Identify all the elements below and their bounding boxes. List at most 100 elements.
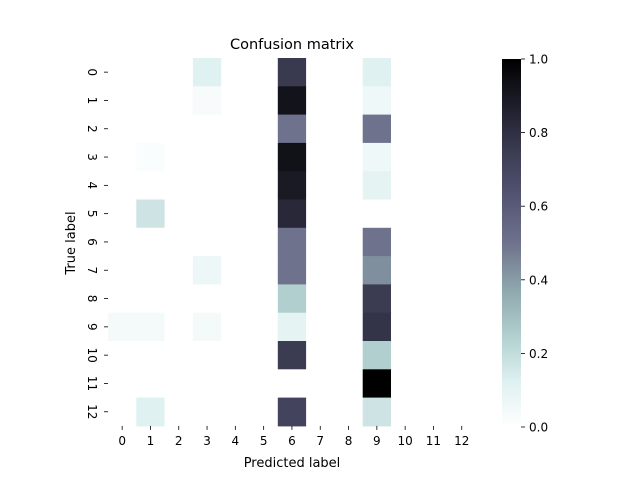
- heatmap-cell: [362, 284, 392, 314]
- heatmap-cell: [334, 369, 364, 399]
- heatmap-cell: [419, 256, 449, 285]
- heatmap-cell: [164, 397, 194, 427]
- heatmap-cell: [192, 256, 222, 285]
- y-tick-label: 4: [85, 182, 99, 190]
- heatmap-cell: [164, 199, 194, 229]
- y-axis-label: True label: [64, 211, 79, 275]
- heatmap-cell: [164, 284, 194, 314]
- colorbar-tick-label: 0.2: [529, 347, 548, 361]
- heatmap-cell: [334, 171, 364, 200]
- heatmap-cell: [221, 312, 250, 342]
- heatmap-cell: [419, 312, 449, 342]
- heatmap-cell: [419, 114, 449, 144]
- heatmap-cell: [108, 256, 137, 285]
- heatmap-cell: [164, 256, 194, 285]
- heatmap-cell: [306, 171, 335, 200]
- heatmap-cell: [447, 142, 477, 172]
- heatmap-cell: [136, 227, 166, 257]
- heatmap-cell: [192, 227, 222, 257]
- y-tick-label: 9: [85, 323, 99, 331]
- heatmap-cell: [192, 369, 222, 399]
- heatmap-cell: [306, 369, 335, 399]
- heatmap-cell: [192, 114, 222, 144]
- heatmap-cell: [447, 341, 477, 370]
- heatmap-cell: [277, 397, 307, 427]
- heatmap-cell: [192, 341, 222, 370]
- heatmap-cell: [108, 341, 137, 370]
- heatmap-cell: [192, 86, 222, 116]
- y-tick-label: 12: [85, 404, 99, 419]
- heatmap-cell: [108, 284, 137, 314]
- heatmap-cell: [391, 58, 420, 87]
- heatmap-cell: [447, 58, 477, 87]
- colorbar-tick-label: 0.4: [529, 273, 548, 287]
- heatmap-cell: [306, 58, 335, 87]
- heatmap-cell: [108, 397, 137, 427]
- heatmap-cell: [334, 284, 364, 314]
- heatmap-cell: [306, 86, 335, 116]
- heatmap-cell: [334, 58, 364, 87]
- heatmap-cell: [164, 114, 194, 144]
- heatmap-cell: [136, 256, 166, 285]
- heatmap-cell: [447, 397, 477, 427]
- heatmap-cell: [277, 58, 307, 87]
- heatmap-cell: [221, 199, 250, 229]
- heatmap-cell: [362, 312, 392, 342]
- heatmap-cell: [362, 58, 392, 87]
- heatmap-cell: [221, 171, 250, 200]
- heatmap-cell: [192, 397, 222, 427]
- heatmap-cell: [108, 369, 137, 399]
- heatmap-cell: [221, 114, 250, 144]
- y-tick-label: 1: [85, 97, 99, 105]
- x-tick-label: 6: [288, 434, 296, 448]
- x-tick-label: 11: [426, 434, 441, 448]
- colorbar-tick-label: 1.0: [529, 53, 548, 67]
- heatmap-cell: [249, 397, 279, 427]
- heatmap-cell: [447, 312, 477, 342]
- heatmap-cell: [362, 86, 392, 116]
- chart-title: Confusion matrix: [230, 37, 354, 53]
- x-axis-ticks: 0 1 2 3 4 5 6 7 8 9 10 11 12: [118, 425, 469, 448]
- heatmap-cell: [277, 369, 307, 399]
- heatmap-cell: [221, 142, 250, 172]
- heatmap-cell: [108, 114, 137, 144]
- heatmap-cell: [221, 284, 250, 314]
- heatmap-cell: [136, 397, 166, 427]
- colorbar-ticks: 0.0 0.2 0.4 0.6 0.8 1.0: [521, 53, 548, 435]
- y-tick-label: 7: [85, 266, 99, 274]
- heatmap-cell: [391, 171, 420, 200]
- heatmap-cell: [362, 397, 392, 427]
- heatmap-cell: [447, 284, 477, 314]
- x-tick-label: 3: [203, 434, 211, 448]
- heatmap-cell: [306, 142, 335, 172]
- heatmap-cell: [164, 142, 194, 172]
- heatmap-cell: [136, 171, 166, 200]
- heatmap-cell: [334, 227, 364, 257]
- x-tick-label: 4: [232, 434, 240, 448]
- heatmap-cell: [221, 369, 250, 399]
- heatmap-cell: [249, 227, 279, 257]
- x-axis-label: Predicted label: [244, 456, 341, 471]
- heatmap-cell: [136, 199, 166, 229]
- heatmap-cell: [419, 86, 449, 116]
- heatmap-cells: [108, 58, 477, 427]
- heatmap-cell: [136, 86, 166, 116]
- heatmap-cell: [192, 171, 222, 200]
- heatmap-cell: [419, 142, 449, 172]
- heatmap-cell: [419, 397, 449, 427]
- heatmap-cell: [108, 171, 137, 200]
- heatmap-cell: [277, 341, 307, 370]
- heatmap-cell: [136, 341, 166, 370]
- heatmap-cell: [136, 369, 166, 399]
- heatmap-cell: [192, 312, 222, 342]
- heatmap-cell: [192, 199, 222, 229]
- y-tick-label: 3: [85, 153, 99, 161]
- heatmap-cell: [164, 171, 194, 200]
- heatmap-cell: [277, 199, 307, 229]
- heatmap-cell: [249, 369, 279, 399]
- heatmap-cell: [249, 86, 279, 116]
- heatmap-cell: [192, 142, 222, 172]
- heatmap-cell: [221, 227, 250, 257]
